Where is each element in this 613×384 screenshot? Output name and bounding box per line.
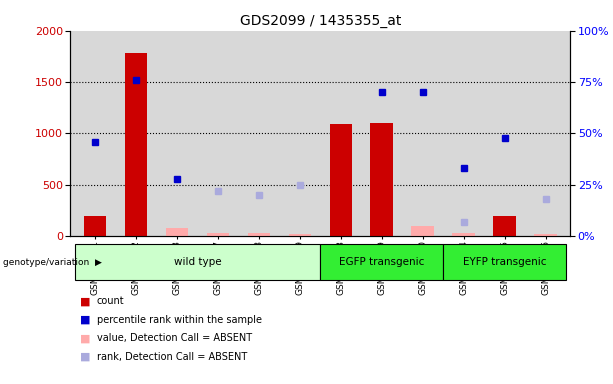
- Text: ■: ■: [80, 296, 90, 306]
- Bar: [166, 228, 188, 236]
- Text: ■: ■: [80, 333, 90, 343]
- Text: rank, Detection Call = ABSENT: rank, Detection Call = ABSENT: [97, 352, 247, 362]
- Bar: [535, 234, 557, 236]
- Bar: [320, 244, 443, 280]
- Bar: [207, 233, 229, 236]
- Bar: [452, 233, 475, 236]
- Text: ■: ■: [80, 315, 90, 325]
- Bar: [248, 233, 270, 236]
- Bar: [289, 234, 311, 236]
- Bar: [370, 123, 393, 236]
- Text: percentile rank within the sample: percentile rank within the sample: [97, 315, 262, 325]
- Text: ■: ■: [80, 352, 90, 362]
- Title: GDS2099 / 1435355_at: GDS2099 / 1435355_at: [240, 14, 401, 28]
- Text: value, Detection Call = ABSENT: value, Detection Call = ABSENT: [97, 333, 252, 343]
- Text: count: count: [97, 296, 124, 306]
- Bar: [125, 53, 147, 236]
- Bar: [411, 227, 434, 236]
- Bar: [84, 216, 106, 236]
- Bar: [330, 124, 352, 236]
- Text: EGFP transgenic: EGFP transgenic: [339, 257, 424, 267]
- Bar: [493, 216, 516, 236]
- Bar: [75, 244, 320, 280]
- Text: wild type: wild type: [173, 257, 221, 267]
- Text: genotype/variation  ▶: genotype/variation ▶: [3, 258, 102, 266]
- Bar: [443, 244, 566, 280]
- Text: EYFP transgenic: EYFP transgenic: [463, 257, 546, 267]
